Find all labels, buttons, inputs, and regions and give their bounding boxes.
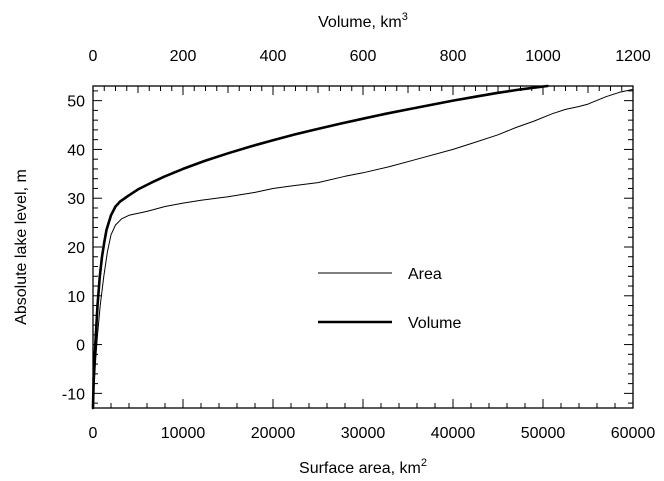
x2-tick-label: 600 (350, 48, 377, 65)
x-tick-label: 50000 (521, 425, 566, 442)
x2-tick-label: 400 (260, 48, 287, 65)
axis-ticks (92, 86, 634, 408)
y-tick-label: 0 (76, 338, 85, 355)
x2-tick-label: 1200 (615, 48, 651, 65)
x2-tick-label: 0 (89, 48, 98, 65)
x-tick-label: 40000 (431, 425, 476, 442)
series-lines (91, 84, 634, 410)
x-tick-label: 10000 (161, 425, 206, 442)
x-tick-label: 20000 (251, 425, 296, 442)
x-axis-title: Surface area, km2 (299, 457, 427, 477)
y-tick-label: 10 (67, 289, 85, 306)
y-tick-label: 50 (67, 94, 85, 111)
x-tick-label: 0 (89, 425, 98, 442)
legend-volume-label: Volume (408, 315, 461, 332)
y-tick-label: 30 (67, 191, 85, 208)
x2-tick-label: 1000 (525, 48, 561, 65)
y-tick-label: -10 (62, 386, 85, 403)
series-line-area (92, 88, 634, 409)
x2-tick-label: 200 (170, 48, 197, 65)
x2-axis-title: Volume, km3 (318, 11, 408, 31)
x-tick-label: 60000 (611, 425, 656, 442)
legend-area-label: Area (408, 266, 442, 283)
y-tick-label: 40 (67, 142, 85, 159)
x2-tick-label: 800 (440, 48, 467, 65)
plot-frame (92, 85, 634, 409)
series-line-volume (91, 84, 549, 410)
y-tick-label: 20 (67, 240, 85, 257)
x-tick-label: 30000 (341, 425, 386, 442)
y-axis-title: Absolute lake level, m (13, 169, 30, 325)
